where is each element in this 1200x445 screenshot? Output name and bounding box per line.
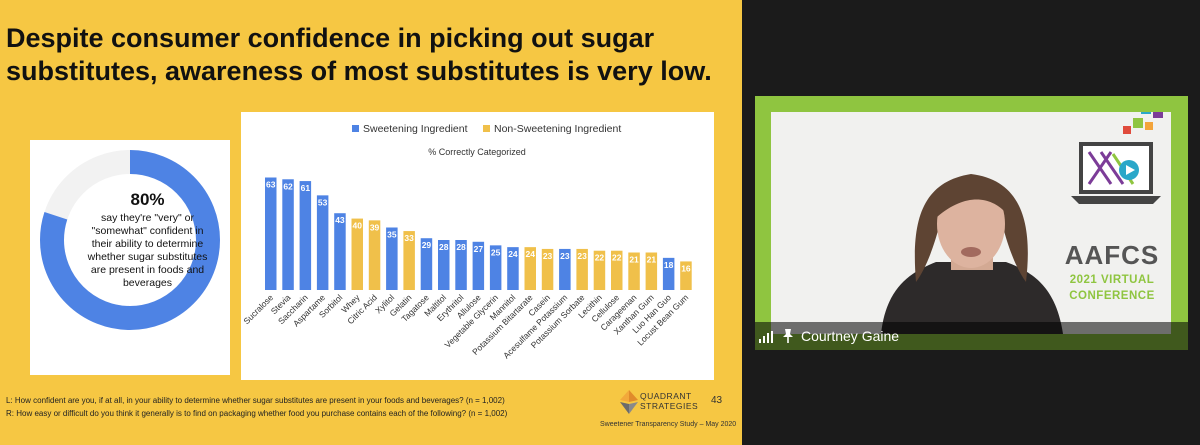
bar-allulose <box>472 241 485 290</box>
bar-carageenan <box>628 252 640 290</box>
quadrant-strategies-logo: QUADRANT STRATEGIES <box>620 386 705 416</box>
aafcs-conference-subtitle: 2021 VIRTUAL CONFERENCE <box>1049 272 1171 304</box>
bar-value-label: 63 <box>266 180 276 190</box>
bar-sucralose <box>265 177 277 290</box>
slide-headline: Despite consumer confidence in picking o… <box>6 23 712 86</box>
logo-line-1: QUADRANT <box>640 391 692 401</box>
bar-value-label: 43 <box>335 215 345 225</box>
bar-casein <box>541 248 554 290</box>
logo-line-2: STRATEGIES <box>640 401 699 411</box>
confidence-donut-card: 80% say they're "very" or "somewhat" con… <box>30 140 230 375</box>
bar-value-label: 39 <box>370 222 380 232</box>
donut-description: say they're "very" or "somewhat" confide… <box>87 212 208 289</box>
signal-bars-icon <box>759 331 773 343</box>
aafcs-laptop-logo-icon <box>1071 112 1163 204</box>
bar-acesulfame-potassium <box>559 248 571 290</box>
bar-aspartame <box>316 195 329 290</box>
bar-erythritol <box>455 240 467 290</box>
bar-vegetable-glycerin <box>489 245 502 290</box>
participant-video-tile[interactable]: AAFCS 2021 VIRTUAL CONFERENCE Courtney G… <box>755 96 1188 350</box>
bar-value-label: 23 <box>560 251 570 261</box>
slide-page-number: 43 <box>711 395 723 406</box>
logo-wordmark: QUADRANT STRATEGIES <box>640 391 698 411</box>
bar-value-label: 33 <box>404 233 414 243</box>
bar-cellulose <box>611 250 623 290</box>
bar-value-label: 16 <box>681 263 691 273</box>
bar-citric-acid <box>368 220 381 290</box>
bar-value-label: 22 <box>595 253 605 263</box>
participant-name: Courtney Gaine <box>801 328 900 344</box>
bar-maltitol <box>438 240 450 290</box>
bar-value-label: 22 <box>612 253 622 263</box>
awareness-bar-chart: Sweetening Ingredient Non-Sweetening Ing… <box>241 123 692 361</box>
bar-value-label: 61 <box>301 183 311 193</box>
pin-icon[interactable] <box>781 328 795 344</box>
bar-locust-bean-gum <box>680 261 692 290</box>
bar-potassium-bitartarate <box>524 247 536 290</box>
bar-stevia <box>282 179 294 290</box>
bar-value-label: 53 <box>318 197 328 207</box>
study-label: Sweetener Transparency Study – May 2020 <box>600 421 737 428</box>
bar-value-label: 25 <box>491 247 501 257</box>
bar-value-label: 28 <box>456 242 466 252</box>
quadrant-logo-icon <box>620 390 638 414</box>
donut-arc <box>40 150 220 330</box>
bar-potassium-sorbate <box>576 248 588 290</box>
bar-value-label: 21 <box>629 255 639 265</box>
conference-subtitle-line-1: 2021 VIRTUAL <box>1069 274 1155 286</box>
bar-sorbitol <box>334 213 346 290</box>
bar-value-label: 23 <box>577 251 587 261</box>
footnote-right: R: How easy or difficult do you think it… <box>6 409 508 418</box>
bar-saccharin <box>299 181 312 290</box>
bar-value-label: 21 <box>647 255 657 265</box>
bar-value-label: 28 <box>439 242 449 252</box>
bar-gelatin <box>403 231 415 290</box>
video-feed: AAFCS 2021 VIRTUAL CONFERENCE <box>771 112 1171 334</box>
bar-value-label: 40 <box>353 221 363 231</box>
bar-whey <box>351 218 363 290</box>
legend-swatch-sweetening <box>352 125 359 132</box>
bar-value-label: 62 <box>283 181 293 191</box>
donut-label: 80% say they're "very" or "somewhat" con… <box>80 190 215 290</box>
bar-value-label: 27 <box>474 244 484 254</box>
slide-footnotes: L: How confident are you, if at all, in … <box>6 394 606 420</box>
chart-title: % Correctly Categorized <box>428 147 526 157</box>
bar-lecithin <box>593 250 606 290</box>
bar-value-label: 35 <box>387 230 397 240</box>
bar-value-label: 24 <box>508 249 518 259</box>
bar-xanthan-gum <box>645 252 658 290</box>
donut-percent: 80% <box>130 190 165 209</box>
legend-label-non-sweetening: Non-Sweetening Ingredient <box>494 123 621 135</box>
bar-value-label: 24 <box>526 249 536 259</box>
bar-value-label: 29 <box>422 240 432 250</box>
legend-label-sweetening: Sweetening Ingredient <box>363 123 468 135</box>
bar-value-label: 18 <box>664 260 674 270</box>
conference-subtitle-line-2: CONFERENCE <box>1069 290 1155 302</box>
footnote-left: L: How confident are you, if at all, in … <box>6 396 505 405</box>
confidence-donut-chart <box>40 150 220 330</box>
presentation-slide: Despite consumer confidence in picking o… <box>0 0 742 445</box>
legend-swatch-non-sweetening <box>483 125 490 132</box>
participant-name-bar: Courtney Gaine <box>755 322 1188 350</box>
bar-xylitol <box>386 227 398 290</box>
aafcs-brand-title: AAFCS <box>1064 240 1160 270</box>
awareness-bar-chart-card: Sweetening Ingredient Non-Sweetening Ing… <box>241 112 714 380</box>
bar-mannitol <box>507 247 519 290</box>
bar-tagatose <box>420 238 433 290</box>
bar-luo-han-guo <box>662 257 675 290</box>
bar-value-label: 23 <box>543 251 553 261</box>
